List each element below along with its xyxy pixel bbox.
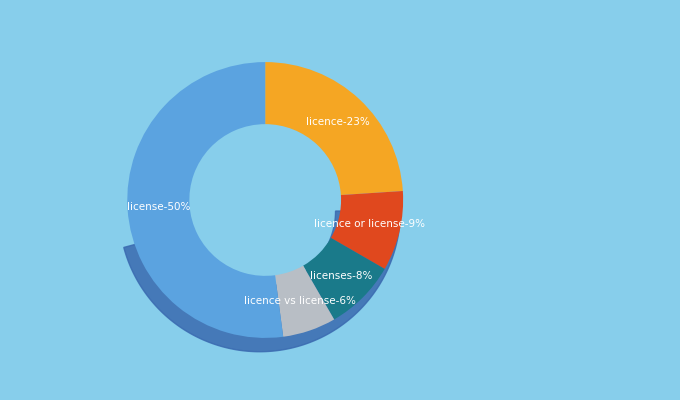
Text: licence or license-9%: licence or license-9% (313, 219, 425, 229)
Polygon shape (124, 211, 401, 352)
Text: license-50%: license-50% (127, 202, 190, 212)
Text: licence vs license-6%: licence vs license-6% (243, 296, 356, 306)
Wedge shape (331, 191, 403, 269)
Wedge shape (127, 62, 283, 338)
Wedge shape (275, 266, 334, 337)
Wedge shape (265, 62, 403, 195)
Text: licenses-8%: licenses-8% (309, 270, 372, 280)
Wedge shape (303, 238, 385, 320)
Text: licence-23%: licence-23% (307, 117, 370, 127)
